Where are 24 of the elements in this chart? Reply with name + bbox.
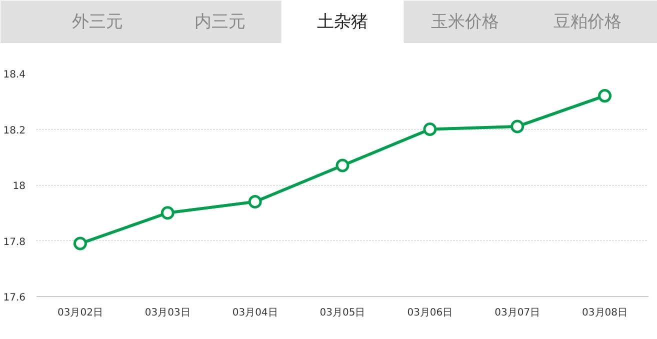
point (510, 120, 524, 134)
text: 豆粕价格 (553, 12, 622, 32)
x-tick-label: 03月05日 (320, 308, 366, 318)
x-tick-label: 03月03日 (144, 308, 190, 318)
point (248, 194, 262, 208)
point (336, 158, 350, 172)
point (73, 236, 87, 250)
y-tick-label: 18.2 (3, 125, 26, 136)
point (423, 122, 437, 136)
x-tick-label: 03月04日 (232, 308, 278, 318)
y-tick-label: 17.8 (3, 236, 26, 248)
y-tick-label: 18 (12, 181, 26, 192)
x-tick-label: 03月06日 (407, 308, 453, 318)
text: 玉米价格 (430, 12, 499, 32)
y-tick-label: 17.6 (3, 292, 26, 304)
point (598, 89, 612, 103)
x-tick-label: 03月02日 (57, 308, 103, 318)
text: 土杂猪 (317, 12, 368, 32)
point (160, 206, 174, 220)
text: 外三元 (72, 12, 124, 32)
y-tick-label: 18.4 (3, 70, 26, 80)
x-tick-label: 03月07日 (494, 308, 540, 318)
x-tick-label: 03月08日 (582, 308, 628, 318)
text: 内三元 (194, 12, 246, 32)
